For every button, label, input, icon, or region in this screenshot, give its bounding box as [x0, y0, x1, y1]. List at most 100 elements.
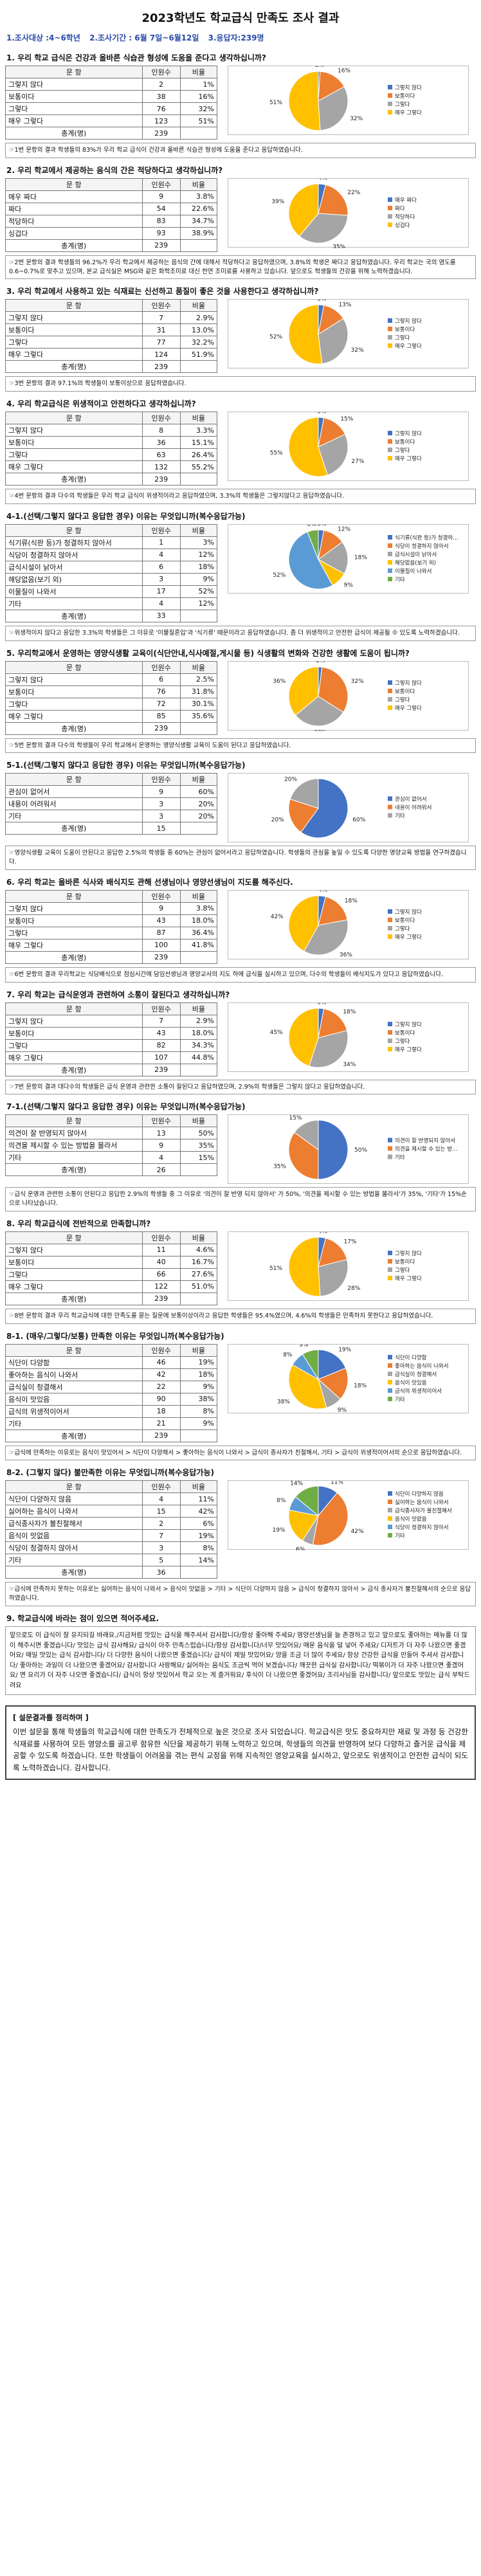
question-title: 6. 우리 학교는 올바른 식사와 배식지도 관해 선생님이나 영양선생님이 지…	[6, 877, 293, 887]
row-label: 식당이 청결하지 않아서	[5, 548, 143, 561]
row-count: 3	[141, 572, 181, 586]
row-label: 매우 그렇다	[5, 460, 143, 474]
row-ratio: 32.2%	[179, 336, 218, 349]
row-label: 보통이다	[5, 1026, 143, 1040]
legend-label: 보통이다	[395, 1258, 415, 1265]
legend-label: 급식의 위생적이어서	[395, 1388, 442, 1395]
pie-slice	[318, 541, 349, 574]
pie-slice	[318, 71, 345, 102]
total-ratio	[179, 360, 218, 374]
slice-label: 4%	[318, 179, 328, 181]
total-ratio	[179, 721, 218, 735]
slice-label: 20%	[271, 817, 284, 824]
total-ratio	[179, 1429, 218, 1442]
legend-label: 매우 그렇다	[395, 455, 422, 462]
row-ratio: 3.8%	[179, 190, 218, 203]
row-label: 매우 짜다	[5, 190, 143, 203]
response-table: 문 항 인원수 비율 그렇지 않다 9 3.8% 보통이다 43 18.0% 그렇다 87 36.4%…	[5, 889, 218, 964]
header-ratio: 비율	[179, 1114, 218, 1128]
row-count: 6	[141, 560, 181, 574]
total-ratio	[179, 1163, 218, 1177]
total-label: 총계(명)	[5, 822, 143, 835]
row-label: 그렇지 않다	[5, 78, 143, 91]
table-header: 문 항 인원수 비율	[5, 1343, 218, 1357]
table-row: 그렇다 76 32%	[5, 102, 218, 115]
pie-slice	[302, 1349, 319, 1381]
header-count: 인원수	[141, 1114, 181, 1128]
row-count: 132	[141, 460, 181, 474]
header-ratio: 비율	[179, 1343, 218, 1357]
slice-label: 19%	[338, 1347, 351, 1353]
legend-label: 매우 그렇다	[395, 705, 422, 712]
legend-label: 기타	[395, 1533, 405, 1539]
legend-label: 보통이다	[395, 326, 415, 333]
pie-slice	[304, 919, 349, 956]
row-count: 77	[141, 336, 181, 349]
result-note: ☞8번 문항의 결과 우리 학교급식에 대한 만족도를 묻는 질문에 보통이상이…	[5, 1308, 476, 1324]
row-ratio: 26.4%	[179, 448, 218, 462]
row-label: 그렇다	[5, 102, 143, 115]
row-label: 음식이 맛없음	[5, 1529, 143, 1543]
row-ratio: 18.0%	[179, 914, 218, 927]
table-header: 문 항 인원수 비율	[5, 177, 218, 191]
row-count: 4	[141, 1151, 181, 1165]
row-count: 2	[141, 1517, 181, 1530]
table-row: 매우 그렇다 122 51.0%	[5, 1280, 218, 1293]
table-total-row: 총계(명) 239	[5, 239, 218, 252]
response-table: 문 항 인원수 비율 그렇지 않다 11 4.6% 보통이다 40 16.7% 그렇다 66 27.6…	[5, 1231, 218, 1305]
result-note: ☞급식에 만족하는 이유로는 음식이 맛있어서 > 식단이 다양해서 > 좋아하…	[5, 1445, 476, 1461]
legend-swatch	[388, 804, 392, 810]
survey-section: 6. 우리 학교는 올바른 식사와 배식지도 관해 선생님이나 영양선생님이 지…	[5, 876, 476, 983]
header-item: 문 항	[5, 1002, 143, 1015]
header-item: 문 항	[5, 1480, 143, 1494]
table-row: 그렇지 않다 2 1%	[5, 78, 218, 91]
row-label: 해당없음(보기 외)	[5, 572, 143, 586]
legend-label: 그렇다	[395, 1038, 410, 1045]
slice-label: 15%	[340, 416, 353, 422]
table-row: 급식시설이 낡아서 6 18%	[5, 560, 218, 574]
response-table: 문 항 인원수 비율 식단이 다양하지 않음 4 11% 싫어하는 음식이 나와서 15 42%…	[5, 1480, 218, 1579]
row-count: 42	[141, 1368, 181, 1381]
header-item: 문 항	[5, 660, 143, 674]
header-item: 문 항	[5, 889, 143, 903]
slice-label: 52%	[269, 334, 282, 341]
table-total-row: 총계(명) 239	[5, 127, 218, 140]
total-count: 15	[141, 822, 181, 835]
row-ratio: 13.0%	[179, 323, 218, 337]
row-count: 11	[141, 1243, 181, 1256]
row-ratio: 12%	[179, 597, 218, 610]
row-count: 7	[141, 1014, 181, 1028]
row-count: 4	[141, 548, 181, 561]
header-ratio: 비율	[179, 773, 218, 786]
row-label: 매우 그렇다	[5, 938, 143, 952]
legend-swatch	[388, 696, 392, 702]
legend-label: 좋아하는 음식이 나와서	[395, 1363, 449, 1370]
row-count: 31	[141, 323, 181, 337]
row-label: 보통이다	[5, 90, 143, 103]
legend-label: 기타	[395, 1397, 405, 1403]
legend-swatch	[388, 1038, 392, 1043]
row-count: 4	[141, 1492, 181, 1506]
table-row: 급식종사자가 불친절해서 2 6%	[5, 1517, 218, 1530]
legend-swatch	[388, 1388, 392, 1393]
pie-slice	[288, 531, 333, 590]
row-label: 그렇다	[5, 926, 143, 939]
legend-label: 해당없음(보기 외)	[395, 559, 436, 567]
table-row: 싱겁다 93 38.9%	[5, 226, 218, 240]
table-row: 매우 그렇다 124 51.9%	[5, 348, 218, 361]
slice-label: 51%	[269, 100, 282, 106]
table-row: 해당없음(보기 외) 3 9%	[5, 572, 218, 586]
row-ratio: 2.9%	[179, 1014, 218, 1028]
row-count: 9	[141, 902, 181, 915]
row-ratio: 16.7%	[179, 1255, 218, 1269]
legend-label: 의견을 제시할 수 있는 방…	[395, 1146, 458, 1153]
header-count: 인원수	[141, 299, 181, 313]
row-label: 매우 그렇다	[5, 348, 143, 361]
legend-swatch	[388, 205, 392, 210]
legend-swatch	[388, 1354, 392, 1359]
legend-swatch	[388, 1275, 392, 1280]
